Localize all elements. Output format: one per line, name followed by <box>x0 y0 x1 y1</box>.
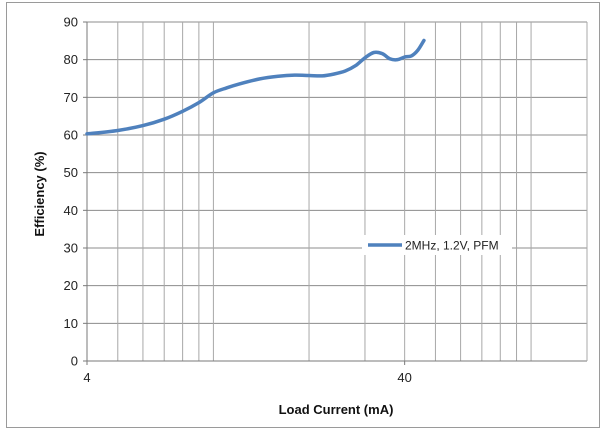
y-tick-label: 50 <box>64 165 78 180</box>
y-tick-label: 0 <box>71 354 78 369</box>
x-axis-title: Load Current (mA) <box>279 402 394 417</box>
efficiency-series-line <box>85 38 426 136</box>
legend: 2MHz, 1.2V, PFM <box>362 235 512 255</box>
y-tick-label: 30 <box>64 241 78 256</box>
axes <box>86 22 588 362</box>
y-axis-title: Efficiency (%) <box>32 151 47 236</box>
x-tick-labels: 4 40 <box>83 361 412 385</box>
y-tick-label: 60 <box>64 128 78 143</box>
y-tick-label: 90 <box>64 15 78 30</box>
grid-lines <box>87 21 587 362</box>
x-tick-label: 40 <box>397 370 411 385</box>
x-tick-label: 4 <box>83 370 90 385</box>
legend-background <box>362 235 512 255</box>
y-tick-label: 40 <box>64 203 78 218</box>
y-tick-labels: 0 10 20 30 40 50 60 70 80 90 <box>64 15 87 369</box>
y-tick-label: 10 <box>64 316 78 331</box>
y-tick-label: 70 <box>64 90 78 105</box>
y-tick-label: 20 <box>64 278 78 293</box>
legend-label: 2MHz, 1.2V, PFM <box>405 239 499 253</box>
y-tick-label: 80 <box>64 52 78 67</box>
chart-frame: 0 10 20 30 40 50 60 70 80 90 4 40 2MHz, 1.2V, PFM … <box>6 2 600 428</box>
series-lines <box>85 38 426 136</box>
